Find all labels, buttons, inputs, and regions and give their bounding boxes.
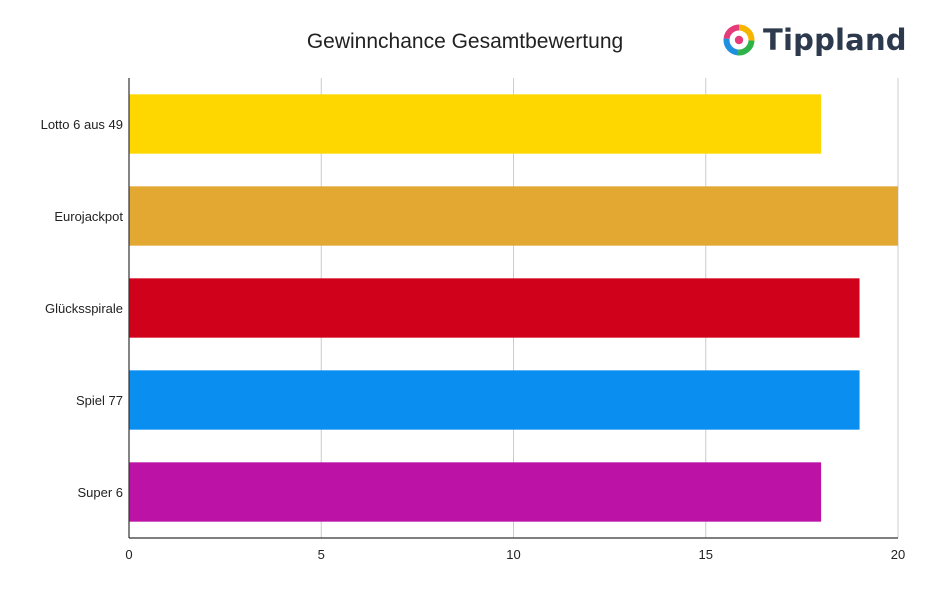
x-tick-label: 0 (125, 547, 132, 562)
labels: 0 5 10 15 20 Lotto 6 aus 49 Eurojackpot Glückss… (41, 117, 906, 562)
bar (129, 370, 860, 430)
x-tick-label: 20 (891, 547, 905, 562)
brand-logo: Tippland (722, 20, 907, 60)
bar (129, 94, 822, 154)
x-tick-label: 5 (318, 547, 325, 562)
x-tick-label: 15 (699, 547, 713, 562)
category-label: Spiel 77 (76, 393, 123, 408)
tippland-logo-icon (723, 24, 755, 56)
bar (129, 462, 822, 522)
category-label: Eurojackpot (54, 209, 123, 224)
x-tick-label: 10 (506, 547, 520, 562)
category-label: Glücksspirale (45, 301, 123, 316)
chart-title: Gewinnchance Gesamtbewertung (306, 30, 624, 53)
bar (129, 278, 860, 338)
category-label: Lotto 6 aus 49 (41, 117, 123, 132)
bars (129, 94, 898, 522)
bar (129, 186, 898, 246)
category-label: Super 6 (77, 485, 123, 500)
brand-name: Tippland (763, 23, 907, 57)
axes (128, 78, 898, 539)
